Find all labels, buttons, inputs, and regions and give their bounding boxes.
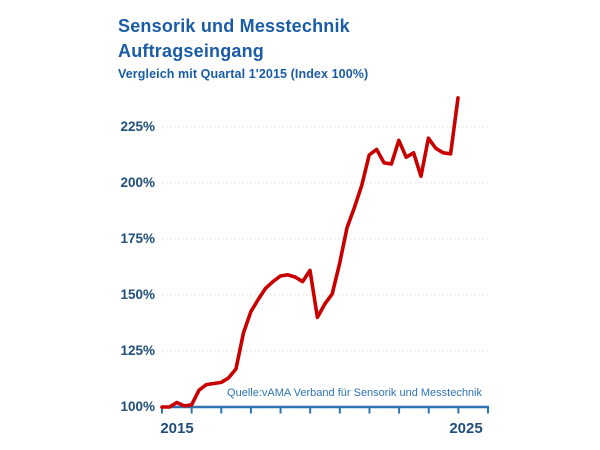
- gridlines: [162, 126, 488, 352]
- y-axis-label: 150%: [120, 287, 155, 302]
- x-axis-label-2025: 2025: [449, 420, 483, 437]
- y-axis-label: 175%: [120, 231, 155, 246]
- y-axis-label: 225%: [120, 119, 155, 134]
- y-axis-label: 100%: [120, 399, 155, 414]
- chart-header: Sensorik und Messtechnik Auftragseingang…: [118, 14, 368, 81]
- chart-subtitle: Vergleich mit Quartal 1'2015 (Index 100%…: [118, 67, 369, 81]
- data-line: [160, 96, 460, 409]
- y-axis-label: 125%: [120, 343, 155, 358]
- chart-title-line2: Auftragseingang: [118, 41, 265, 61]
- x-axis-label-2015: 2015: [160, 420, 194, 437]
- chart-title-line1: Sensorik und Messtechnik: [118, 16, 350, 36]
- y-axis-label: 200%: [120, 175, 155, 190]
- source-note: Quelle:vAMA Verband für Sensorik und Mes…: [227, 387, 482, 399]
